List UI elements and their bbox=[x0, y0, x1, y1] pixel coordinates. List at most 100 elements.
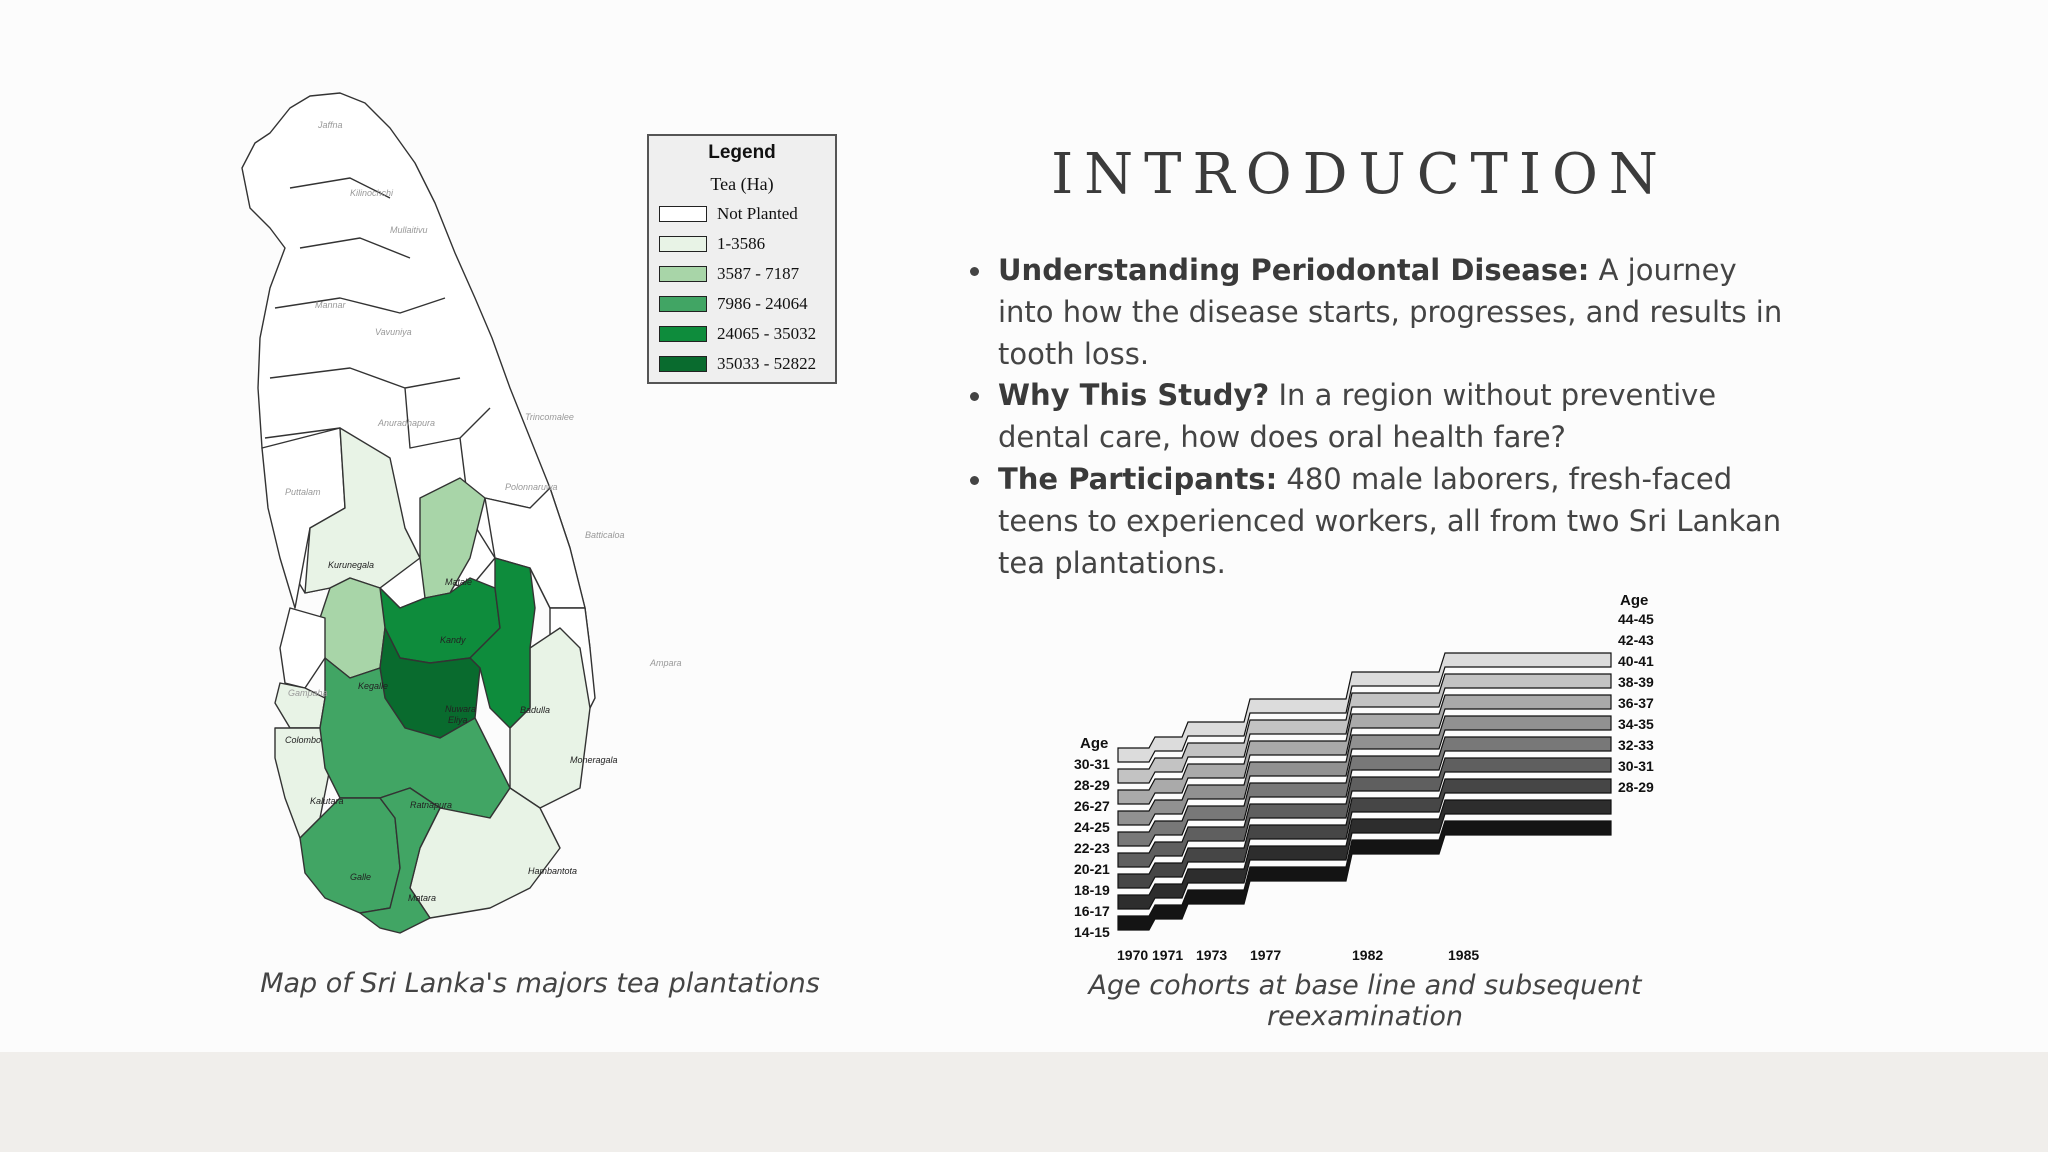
legend-swatch bbox=[659, 296, 707, 312]
legend-item: 7986 - 24064 bbox=[659, 294, 834, 316]
cohort-band bbox=[1117, 820, 1612, 931]
label-jaffna: Jaffna bbox=[317, 120, 343, 130]
label-ampara: Ampara bbox=[649, 658, 682, 668]
cohort-band bbox=[1117, 715, 1612, 826]
legend-label: Not Planted bbox=[717, 204, 798, 223]
cohort-band bbox=[1117, 778, 1612, 889]
bullet-item: Understanding Periodontal Disease: A jou… bbox=[965, 250, 1795, 375]
bullet-text: A journey into how the disease starts, p… bbox=[998, 253, 1783, 371]
left-age-label: 30-31 bbox=[1074, 756, 1110, 772]
label-trincomalee: Trincomalee bbox=[525, 412, 574, 422]
right-age-label: 38-39 bbox=[1618, 674, 1654, 690]
year-label: 1985 bbox=[1448, 947, 1479, 963]
left-age-header: Age bbox=[1080, 735, 1108, 752]
right-age-label: 44-45 bbox=[1618, 611, 1654, 627]
legend-label: 24065 - 35032 bbox=[717, 324, 817, 343]
sri-lanka-map: Jaffna Kilinochchi Mullaitivu Mannar Vav… bbox=[230, 88, 850, 958]
label-polonnaruwa: Polonnaruwa bbox=[505, 482, 558, 492]
left-age-label: 24-25 bbox=[1074, 819, 1110, 835]
cohort-band bbox=[1117, 799, 1612, 910]
bullet-dot bbox=[970, 392, 979, 402]
cohort-chart-svg: Age 30-31 28-29 26-27 24-25 22-23 20-21 18-19 16… bbox=[1074, 592, 1654, 963]
label-kilinochchi: Kilinochchi bbox=[350, 188, 394, 198]
year-label: 1982 bbox=[1352, 947, 1383, 963]
year-label: 1977 bbox=[1250, 947, 1281, 963]
right-age-label: 36-37 bbox=[1618, 695, 1654, 711]
right-age-header: Age bbox=[1620, 592, 1648, 609]
bullet-item: Why This Study? In a region without prev… bbox=[965, 375, 1795, 459]
bullet-text: 480 male laborers, fresh-faced teens to … bbox=[998, 461, 1782, 580]
cohort-band bbox=[1117, 673, 1612, 784]
cohort-caption: Age cohorts at base line and subsequent … bbox=[1088, 970, 1642, 1032]
legend-swatch bbox=[659, 356, 707, 372]
map-svg: Jaffna Kilinochchi Mullaitivu Mannar Vav… bbox=[241, 92, 682, 934]
legend-item: Not Planted bbox=[659, 204, 834, 226]
cohort-band bbox=[1117, 652, 1612, 763]
legend-item: 24065 - 35032 bbox=[659, 324, 834, 346]
label-mullaitivu: Mullaitivu bbox=[390, 225, 428, 235]
year-label: 1973 bbox=[1196, 947, 1227, 963]
district-gampaha bbox=[279, 607, 326, 689]
legend-item: 1-3586 bbox=[659, 234, 834, 256]
label-matara: Matara bbox=[408, 893, 436, 903]
label-hambantota: Hambantota bbox=[528, 866, 577, 876]
label-kegalle: Kegalle bbox=[358, 681, 388, 691]
label-kurunegala: Kurunegala bbox=[328, 560, 374, 570]
page-title: INTRODUCTION bbox=[1051, 142, 1669, 207]
bullet-dot bbox=[970, 475, 979, 485]
legend-label: 3587 - 7187 bbox=[717, 264, 800, 283]
map-legend: Legend Tea (Ha) Not Planted 1-3586 3587 … bbox=[647, 134, 837, 384]
bullet-text: In a region without preventive dental ca… bbox=[998, 378, 1717, 455]
label-puttalam: Puttalam bbox=[285, 487, 321, 497]
label-ratnapura: Ratnapura bbox=[410, 800, 452, 810]
left-age-label: 28-29 bbox=[1074, 777, 1110, 793]
label-kandy: Kandy bbox=[440, 635, 466, 645]
bullet-dot bbox=[970, 267, 979, 276]
left-age-label: 16-17 bbox=[1074, 903, 1110, 919]
bottom-band bbox=[0, 1052, 2048, 1152]
legend-label: 35033 - 52822 bbox=[717, 354, 817, 373]
district-matara bbox=[359, 787, 441, 934]
label-mannar: Mannar bbox=[315, 300, 347, 310]
district-badulla bbox=[469, 557, 536, 729]
label-vavuniya: Vavuniya bbox=[375, 327, 412, 337]
label-nuwara: Nuwara bbox=[445, 704, 476, 714]
legend-swatch bbox=[659, 266, 707, 282]
right-age-label: 28-29 bbox=[1618, 779, 1654, 795]
legend-swatch bbox=[659, 326, 707, 342]
cohort-band bbox=[1117, 736, 1612, 847]
label-galle: Galle bbox=[350, 872, 371, 882]
label-eliya: Eliya bbox=[448, 715, 468, 725]
legend-item: 3587 - 7187 bbox=[659, 264, 834, 286]
right-age-label: 42-43 bbox=[1618, 632, 1654, 648]
legend-swatch bbox=[659, 236, 707, 252]
year-label: 1971 bbox=[1152, 947, 1183, 963]
bullet-item: The Participants: 480 male laborers, fre… bbox=[965, 459, 1795, 584]
left-age-label: 20-21 bbox=[1074, 861, 1110, 877]
label-anuradhapura: Anuradhapura bbox=[377, 418, 435, 428]
legend-label: 1-3586 bbox=[717, 234, 766, 253]
cohort-band bbox=[1117, 694, 1612, 805]
legend-subtitle: Tea (Ha) bbox=[710, 174, 774, 194]
label-kalutara: Kalutara bbox=[310, 796, 344, 806]
left-age-label: 22-23 bbox=[1074, 840, 1110, 856]
map-caption: Map of Sri Lanka's majors tea plantation… bbox=[260, 968, 820, 999]
legend-title: Legend bbox=[708, 142, 776, 163]
bullet-heading: Why This Study? bbox=[998, 378, 1270, 413]
district-matale bbox=[419, 477, 486, 599]
cohort-chart: Age 30-31 28-29 26-27 24-25 22-23 20-21 18-19 16… bbox=[1060, 588, 1680, 968]
left-age-label: 14-15 bbox=[1074, 924, 1110, 940]
left-age-label: 26-27 bbox=[1074, 798, 1110, 814]
legend-swatch bbox=[659, 206, 707, 222]
year-label: 1970 bbox=[1117, 947, 1148, 963]
label-colombo: Colombo bbox=[285, 735, 321, 745]
left-age-label: 18-19 bbox=[1074, 882, 1110, 898]
right-age-label: 34-35 bbox=[1618, 716, 1654, 732]
right-age-label: 30-31 bbox=[1618, 758, 1654, 774]
label-batticaloa: Batticaloa bbox=[585, 530, 625, 540]
legend-item: 35033 - 52822 bbox=[659, 354, 834, 376]
legend-label: 7986 - 24064 bbox=[717, 294, 808, 313]
label-moneragala: Moneragala bbox=[570, 755, 618, 765]
bullet-list: Understanding Periodontal Disease: A jou… bbox=[965, 250, 1795, 584]
label-matale: Matale bbox=[445, 577, 472, 587]
